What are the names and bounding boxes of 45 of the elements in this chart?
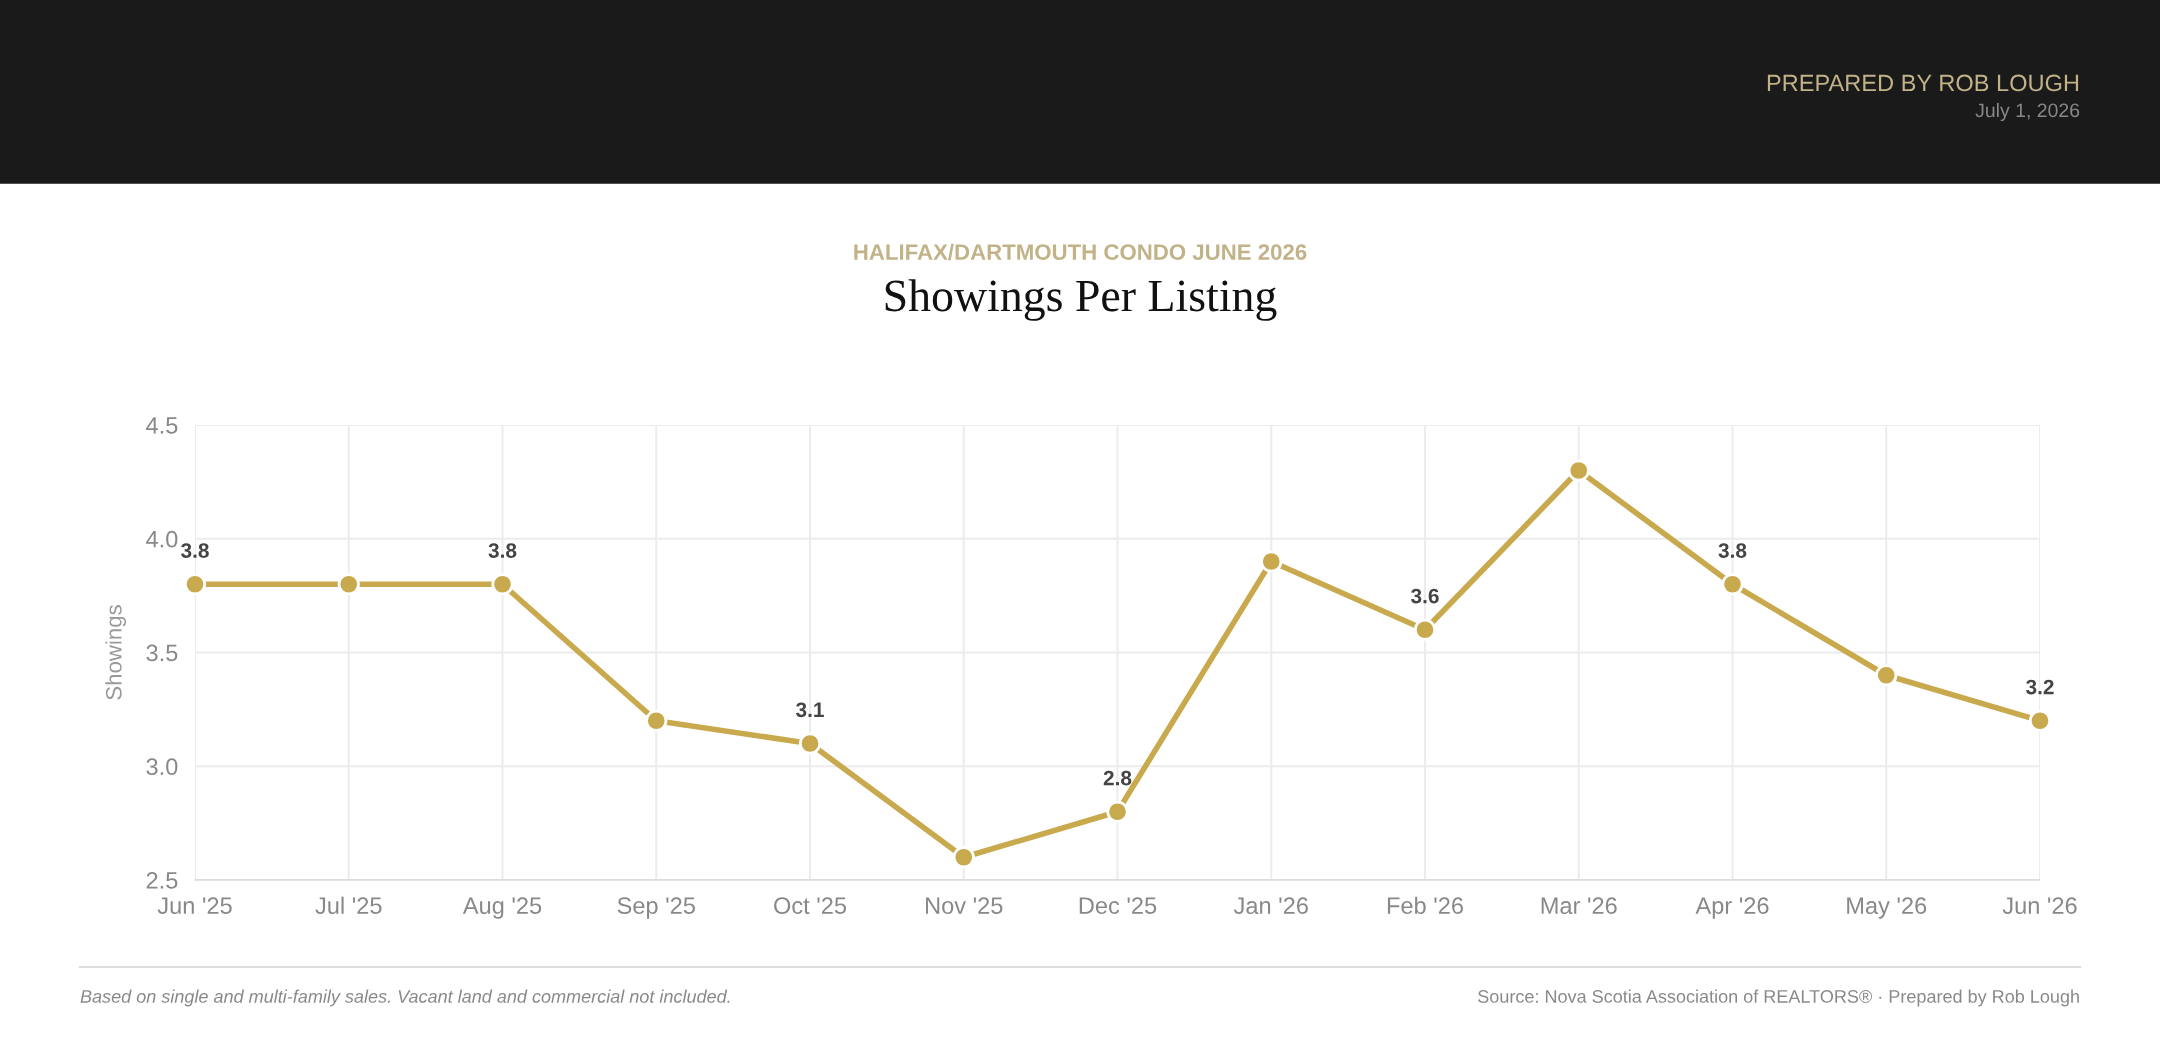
x-tick-label: Jun '26 xyxy=(2002,897,2077,915)
data-label: 3.8 xyxy=(181,543,209,558)
source-note: Source: Nova Scotia Association of REALTORS® · Prepared by Rob Lough xyxy=(1478,989,2079,1007)
point xyxy=(1567,459,1590,482)
data-label: 3.8 xyxy=(1718,543,1747,558)
y-tick-label: 4.5 xyxy=(146,417,178,434)
point xyxy=(1413,618,1437,641)
x-tick-label: Feb '26 xyxy=(1387,896,1463,915)
point xyxy=(1106,800,1129,823)
y-axis-title: Showings xyxy=(105,605,127,700)
point xyxy=(1875,664,1898,687)
data-label: 2.8 xyxy=(1103,770,1132,786)
x-tick-label: Jan '26 xyxy=(1233,897,1308,915)
text: July 1, 2026 xyxy=(1975,102,2080,122)
x-tick-label: Aug '25 xyxy=(462,897,542,919)
x-tick-label: May '26 xyxy=(1847,897,1927,919)
text: Based on single and multi-family sales. Vacant land and commercial not included. xyxy=(80,989,730,1007)
point xyxy=(337,573,360,596)
x-tick-label: Mar '26 xyxy=(1541,897,1617,915)
point xyxy=(1260,550,1283,573)
point xyxy=(798,732,822,755)
y-tick-label: 3.5 xyxy=(146,644,178,662)
point xyxy=(645,709,668,732)
data-label: 3.6 xyxy=(1411,588,1439,604)
point xyxy=(183,573,207,596)
data-label: 3.2 xyxy=(2026,679,2054,695)
point xyxy=(952,846,975,869)
data-label: 3.8 xyxy=(488,543,517,558)
y-tick-label: 3.0 xyxy=(146,758,178,776)
x-tick-label: Oct '25 xyxy=(774,897,847,915)
x-tick-label: Dec '25 xyxy=(1079,897,1157,915)
data-label: 3.1 xyxy=(796,702,824,718)
text: PREPARED BY ROB LOUGH xyxy=(1767,74,2079,92)
x-tick-label: Nov '25 xyxy=(926,897,1003,915)
chart-title: Showings Per Listing xyxy=(885,279,1277,321)
x-tick-label: Jul '25 xyxy=(315,896,382,915)
x-tick-label: Sep '25 xyxy=(617,897,695,919)
point xyxy=(1721,573,1744,596)
point xyxy=(2028,709,2052,732)
x-tick-label: Apr '26 xyxy=(1695,897,1769,919)
x-tick-label: Jun '25 xyxy=(157,897,232,915)
y-tick-label: 2.5 xyxy=(146,872,178,889)
chart-subtitle: HALIFAX/DARTMOUTH CONDO JUNE 2026 xyxy=(854,243,1307,261)
y-tick-label: 4.0 xyxy=(146,530,178,548)
point xyxy=(491,573,514,596)
